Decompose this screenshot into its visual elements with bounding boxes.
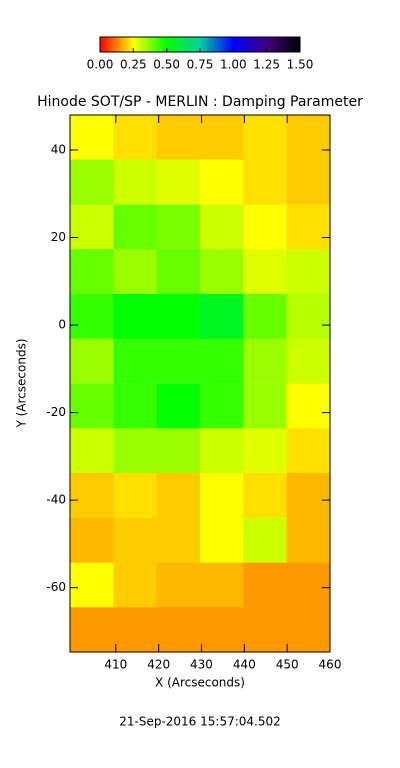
heatmap-cell [156, 338, 201, 384]
heatmap-cell [113, 204, 158, 250]
heatmap-cell [243, 428, 288, 474]
heatmap-cell [199, 472, 244, 519]
heatmap-cell [70, 383, 115, 429]
x-axis-label: X (Arcseconds) [155, 676, 245, 690]
heatmap-cell [156, 428, 201, 474]
heatmap-cell [243, 249, 288, 295]
heatmap-cell [286, 607, 331, 653]
heatmap-cell [70, 428, 115, 474]
heatmap-cell [286, 428, 331, 474]
colorbar-tick-label: 1.25 [253, 58, 280, 72]
x-tick-label: 430 [190, 658, 213, 672]
heatmap-cell [243, 293, 288, 340]
y-tick-label: -60 [46, 580, 66, 594]
footer: 21-Sep-2016 15:57:04.502 [119, 715, 281, 729]
heatmap-cell [156, 204, 201, 250]
heatmap-cell [243, 338, 288, 384]
heatmap-cell [286, 383, 331, 429]
colorbar-tick-label: 1.50 [287, 58, 314, 72]
heatmap-cell [156, 249, 201, 295]
heatmap-cell [243, 114, 288, 161]
colorbar-tick-label: 0.25 [120, 58, 147, 72]
heatmap-cell [199, 338, 244, 384]
y-tick-label: -20 [46, 405, 66, 419]
heatmap-cell [243, 159, 288, 205]
heatmap-cell [156, 607, 201, 653]
colorbar-tick-label: 0.75 [187, 58, 214, 72]
heatmap-cell [286, 562, 331, 608]
y-tick-label: -40 [46, 493, 66, 507]
heatmap-cell [286, 518, 331, 564]
heatmap-cell [243, 204, 288, 250]
heatmap-cell [156, 518, 201, 564]
heatmap-cell [286, 338, 331, 384]
heatmap-cell [113, 428, 158, 474]
colorbar-tick-label: 0.50 [153, 58, 180, 72]
y-tick-label: 0 [58, 318, 66, 332]
heatmap-cell [243, 607, 288, 653]
heatmap-cell [199, 249, 244, 295]
heatmap-cell [199, 383, 244, 429]
heatmap-cell [70, 293, 115, 340]
heatmap-cell [199, 518, 244, 564]
heatmap-cell [243, 562, 288, 608]
heatmap-cell [70, 204, 115, 250]
heatmap-cell [113, 293, 158, 340]
colorbar-tick-label: 1.00 [220, 58, 247, 72]
heatmap-cell [70, 159, 115, 205]
heatmap-cell [286, 204, 331, 250]
heatmap-cell [286, 249, 331, 295]
heatmap-cell [113, 383, 158, 429]
heatmap-cell [113, 562, 158, 608]
heatmap-cell [199, 607, 244, 653]
x-tick-label: 410 [104, 658, 127, 672]
chart-title: Hinode SOT/SP - MERLIN : Damping Paramet… [37, 94, 363, 110]
heatmap-cell [113, 114, 158, 161]
heatmap-cell [199, 204, 244, 250]
heatmap-cell [243, 472, 288, 519]
heatmap-cell [113, 472, 158, 519]
x-tick-label: 440 [233, 658, 256, 672]
x-tick-label: 450 [276, 658, 299, 672]
heatmap-cell [70, 518, 115, 564]
heatmap-cell [156, 293, 201, 340]
heatmap-cell [156, 472, 201, 519]
heatmap-cell [243, 518, 288, 564]
x-tick-label: 460 [319, 658, 342, 672]
heatmap-cell [113, 338, 158, 384]
plot-frame [69, 114, 331, 653]
y-tick-label: 40 [51, 143, 66, 157]
y-axis-label: Y (Arcseconds) [15, 338, 29, 428]
heatmap-cell [113, 249, 158, 295]
colorbar-tick-label: 0.00 [87, 58, 114, 72]
heatmap-cell [113, 518, 158, 564]
heatmap-cell [70, 338, 115, 384]
heatmap-cell [199, 428, 244, 474]
heatmap-cell [156, 383, 201, 429]
heatmap-cell [286, 293, 331, 340]
heatmap-cell [156, 114, 201, 161]
heatmap-cell [70, 472, 115, 519]
heatmap-cell [113, 607, 158, 653]
heatmap-cell [70, 249, 115, 295]
heatmap-cell [156, 562, 201, 608]
heatmap-cell [286, 472, 331, 519]
heatmap-cell [70, 114, 115, 161]
heatmap-cell [199, 114, 244, 161]
x-tick-label: 420 [147, 658, 170, 672]
heatmap-cell [286, 159, 331, 205]
heatmap-cell [286, 114, 331, 161]
y-tick-label: 20 [51, 230, 66, 244]
heatmap-cell [113, 159, 158, 205]
heatmap-cell [70, 562, 115, 608]
heatmap-cell [199, 562, 244, 608]
heatmap-cell [156, 159, 201, 205]
heatmap-cell [243, 383, 288, 429]
heatmap-cell [199, 293, 244, 340]
heatmap-cell [70, 607, 115, 653]
heatmap-cell [199, 159, 244, 205]
